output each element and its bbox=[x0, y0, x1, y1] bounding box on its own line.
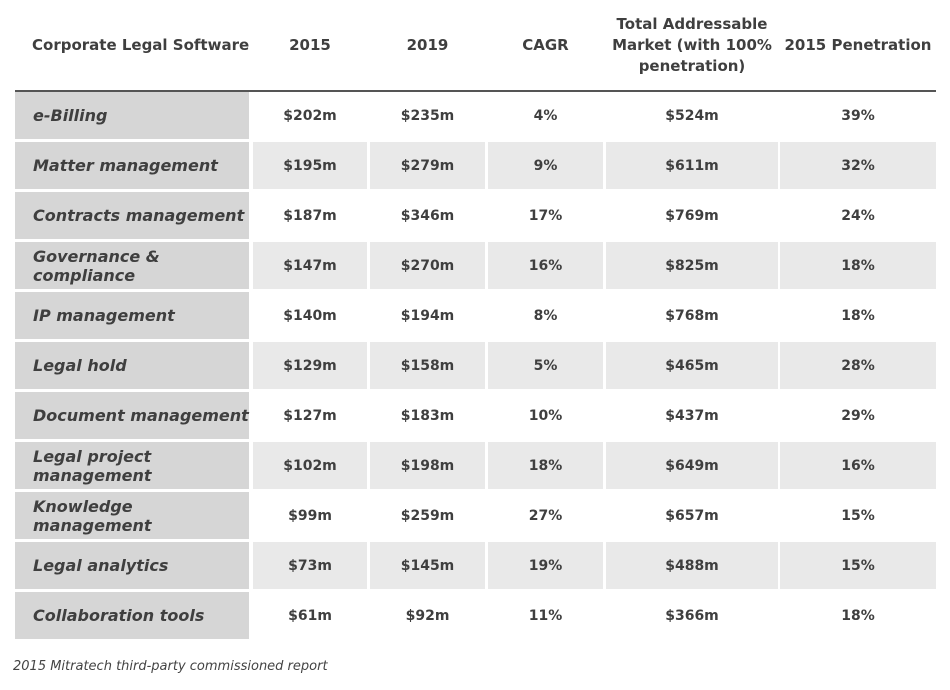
table-cell: 18% bbox=[488, 442, 603, 489]
table-cell: $488m bbox=[606, 542, 778, 589]
table-cell: $768m bbox=[606, 292, 778, 339]
table-cell: $147m bbox=[253, 242, 367, 289]
row-label: Matter management bbox=[15, 142, 249, 189]
table-cell: 15% bbox=[780, 542, 936, 589]
table-row: IP management $140m $194m 8% $768m 18% bbox=[15, 292, 936, 342]
row-label: Legal analytics bbox=[15, 542, 249, 589]
table-row: Governance & compliance $147m $270m 16% $825… bbox=[15, 242, 936, 292]
table-cell: $145m bbox=[370, 542, 485, 589]
table-cell: $198m bbox=[370, 442, 485, 489]
table-cell: 10% bbox=[488, 392, 603, 439]
table-cell: 18% bbox=[780, 292, 936, 339]
row-label: e-Billing bbox=[15, 92, 249, 139]
row-label: Knowledge management bbox=[15, 492, 249, 539]
header-divider bbox=[15, 90, 936, 92]
table-cell: 5% bbox=[488, 342, 603, 389]
table-cell: $194m bbox=[370, 292, 485, 339]
row-label: Legal hold bbox=[15, 342, 249, 389]
table-cell: 32% bbox=[780, 142, 936, 189]
table-cell: $99m bbox=[253, 492, 367, 539]
table-row: Legal project management $102m $198m 18% $64… bbox=[15, 442, 936, 492]
table-cell: $127m bbox=[253, 392, 367, 439]
table-cell: $259m bbox=[370, 492, 485, 539]
table-cell: $825m bbox=[606, 242, 778, 289]
table-cell: $611m bbox=[606, 142, 778, 189]
table-row: Document management $127m $183m 10% $437m 29% bbox=[15, 392, 936, 442]
table-cell: 16% bbox=[780, 442, 936, 489]
table-row: Knowledge management $99m $259m 27% $657m 15% bbox=[15, 492, 936, 542]
table-cell: $649m bbox=[606, 442, 778, 489]
table-cell: $92m bbox=[370, 592, 485, 639]
row-label: Collaboration tools bbox=[15, 592, 249, 639]
table-cell: 28% bbox=[780, 342, 936, 389]
table-cell: $366m bbox=[606, 592, 778, 639]
table-cell: $102m bbox=[253, 442, 367, 489]
table-cell: 11% bbox=[488, 592, 603, 639]
table-cell: $270m bbox=[370, 242, 485, 289]
row-label: Document management bbox=[15, 392, 249, 439]
table-row: e-Billing $202m $235m 4% $524m 39% bbox=[15, 92, 936, 142]
table-cell: 15% bbox=[780, 492, 936, 539]
table-cell: $195m bbox=[253, 142, 367, 189]
table-cell: $61m bbox=[253, 592, 367, 639]
column-header-0: Corporate Legal Software bbox=[32, 35, 250, 54]
table-cell: $183m bbox=[370, 392, 485, 439]
table-header: Corporate Legal Software 2015 2019 CAGR Tota… bbox=[15, 0, 936, 90]
table-cell: $346m bbox=[370, 192, 485, 239]
table-cell: 8% bbox=[488, 292, 603, 339]
table-cell: 4% bbox=[488, 92, 603, 139]
table-row: Collaboration tools $61m $92m 11% $366m 18% bbox=[15, 592, 936, 642]
row-label: Governance & compliance bbox=[15, 242, 249, 289]
column-header-3: CAGR bbox=[522, 35, 569, 54]
column-header-2: 2019 bbox=[406, 35, 449, 54]
table-cell: $657m bbox=[606, 492, 778, 539]
table-cell: 17% bbox=[488, 192, 603, 239]
table-cell: 9% bbox=[488, 142, 603, 189]
table-cell: 18% bbox=[780, 592, 936, 639]
column-header-4: Total Addressable Market (with 100% pene… bbox=[612, 14, 772, 75]
table-cell: $187m bbox=[253, 192, 367, 239]
table-cell: 16% bbox=[488, 242, 603, 289]
table-cell: 29% bbox=[780, 392, 936, 439]
table-cell: 27% bbox=[488, 492, 603, 539]
row-label: Legal project management bbox=[15, 442, 249, 489]
column-header-5: 2015 Penetration bbox=[784, 35, 932, 54]
table-cell: $235m bbox=[370, 92, 485, 139]
source-footnote: 2015 Mitratech third-party commissioned … bbox=[13, 659, 328, 674]
table-cell: $437m bbox=[606, 392, 778, 439]
row-label: Contracts management bbox=[15, 192, 249, 239]
table-cell: $158m bbox=[370, 342, 485, 389]
table-cell: $140m bbox=[253, 292, 367, 339]
table-cell: $202m bbox=[253, 92, 367, 139]
table-cell: $129m bbox=[253, 342, 367, 389]
table-cell: $465m bbox=[606, 342, 778, 389]
table-cell: 39% bbox=[780, 92, 936, 139]
table-cell: $524m bbox=[606, 92, 778, 139]
table-cell: 24% bbox=[780, 192, 936, 239]
table-cell: $279m bbox=[370, 142, 485, 189]
table-cell: 19% bbox=[488, 542, 603, 589]
table-row: Legal hold $129m $158m 5% $465m 28% bbox=[15, 342, 936, 392]
table-row: Contracts management $187m $346m 17% $769m 24… bbox=[15, 192, 936, 242]
row-label: IP management bbox=[15, 292, 249, 339]
table-row: Matter management $195m $279m 9% $611m 32% bbox=[15, 142, 936, 192]
column-header-1: 2015 bbox=[289, 35, 331, 54]
data-table: Corporate Legal Software 2015 2019 CAGR Tota… bbox=[15, 0, 936, 639]
table-row: Legal analytics $73m $145m 19% $488m 15% bbox=[15, 542, 936, 592]
table-cell: $769m bbox=[606, 192, 778, 239]
table-cell: $73m bbox=[253, 542, 367, 589]
table-cell: 18% bbox=[780, 242, 936, 289]
table-body: e-Billing $202m $235m 4% $524m 39% Matter mana… bbox=[15, 92, 936, 642]
